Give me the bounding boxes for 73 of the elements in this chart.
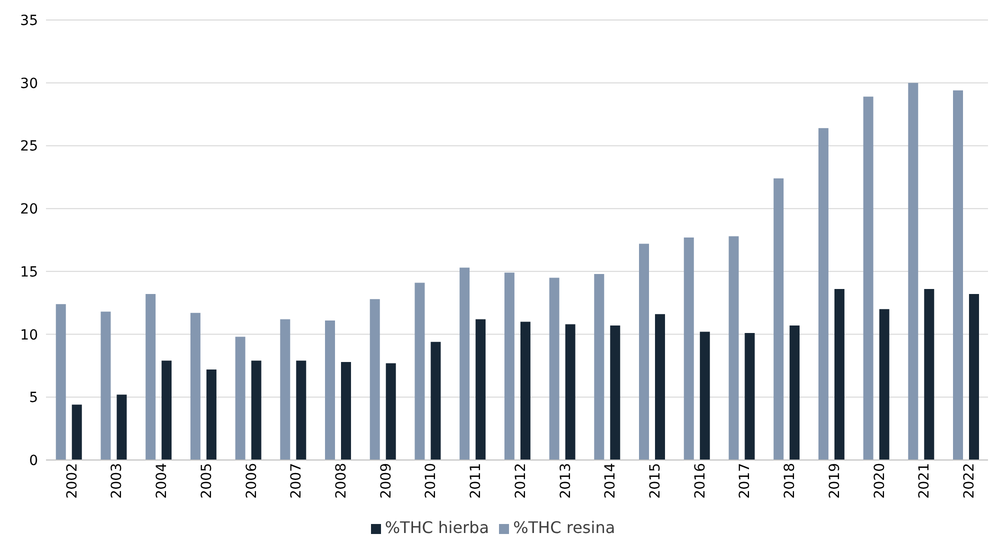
bar [924,289,934,460]
x-tick-label: 2013 [558,463,574,499]
bar [728,236,739,460]
bar [744,333,755,460]
bar [341,362,352,460]
bar [520,322,530,460]
bar [476,319,486,460]
bar [639,244,650,460]
x-tick-label: 2005 [198,463,215,499]
x-tick-label: 2022 [962,463,978,499]
bar [251,360,262,460]
x-tick-label: 2020 [872,463,888,499]
bar [700,332,710,460]
y-tick-label: 0 [29,452,38,469]
bar [908,82,918,460]
bar [206,369,216,460]
bar [370,299,380,460]
x-tick-label: 2007 [288,463,305,499]
x-tick-label: 2021 [916,463,933,499]
x-tick-label: 2012 [512,463,529,499]
y-tick-label: 15 [20,264,38,280]
x-tick-label: 2019 [826,463,843,499]
x-tick-label: 2003 [109,463,126,499]
y-tick-label: 10 [20,327,38,344]
x-tick-label: 2004 [154,462,170,499]
bar [953,90,964,460]
bar [594,274,604,460]
bar [116,394,127,460]
x-tick-label: 2017 [737,463,754,499]
bar [235,336,246,460]
x-tick-label: 2010 [423,463,440,499]
bar [325,320,336,460]
bar [72,404,82,460]
bar [100,312,111,460]
x-tick-label: 2011 [468,463,484,499]
bar [684,237,694,460]
bar [504,272,514,460]
bar [549,278,560,460]
bar [414,282,425,460]
bar [146,294,156,460]
bar [610,325,620,460]
bar [774,178,784,460]
x-tick-label: 2018 [782,463,798,499]
y-tick-label: 30 [20,76,38,92]
legend-label: %THC resina [513,518,616,537]
x-tick-label: 2015 [648,463,664,499]
x-tick-label: 2016 [692,462,708,499]
bar [280,319,290,460]
bar [863,96,874,460]
bar [790,325,800,460]
x-tick-label: 2014 [602,462,619,499]
y-tick-label: 35 [20,12,38,29]
bar [655,314,666,460]
bar [296,360,306,460]
x-tick-label: 2009 [378,463,394,499]
bar [386,363,396,460]
x-tick-label: 2002 [64,463,80,499]
x-tick-label: 2008 [334,463,350,499]
bar [460,268,470,460]
bar [56,304,66,460]
legend-label: %THC hierba [384,518,490,537]
bar [162,360,172,460]
bar [969,294,980,460]
bar [834,289,844,460]
bar [818,128,828,460]
y-tick-label: 5 [29,390,38,406]
bar [190,312,200,460]
x-tick-label: 2006 [244,462,260,499]
y-tick-label: 20 [20,202,38,218]
bar [565,324,576,460]
y-tick-label: 25 [20,138,38,155]
bar [879,309,890,460]
bar [430,342,441,460]
